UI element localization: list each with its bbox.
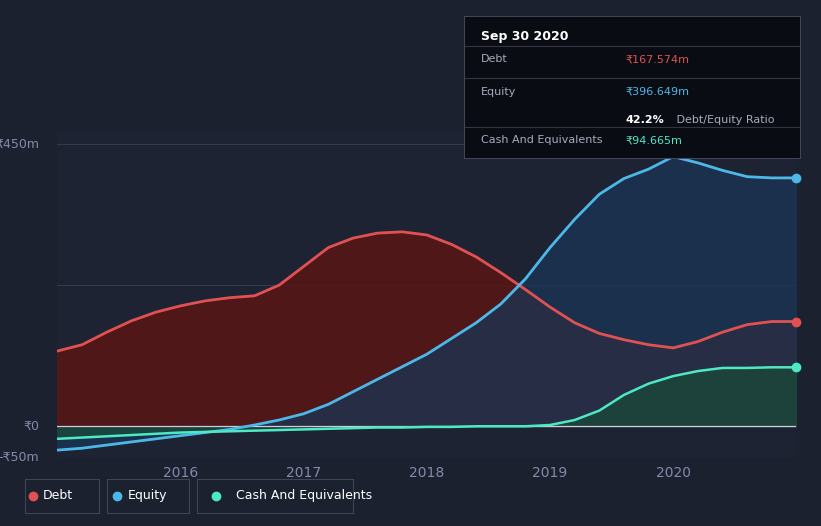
Text: ₹94.665m: ₹94.665m (626, 135, 682, 145)
Text: Sep 30 2020: Sep 30 2020 (481, 30, 568, 43)
Text: -₹50m: -₹50m (0, 451, 39, 464)
Text: Debt: Debt (44, 489, 73, 502)
Text: ₹167.574m: ₹167.574m (626, 54, 690, 64)
Text: Cash And Equivalents: Cash And Equivalents (481, 135, 602, 145)
Text: 42.2%: 42.2% (626, 115, 664, 125)
Text: Equity: Equity (481, 87, 516, 97)
Text: Debt/Equity Ratio: Debt/Equity Ratio (672, 115, 774, 125)
Text: Cash And Equivalents: Cash And Equivalents (236, 489, 372, 502)
Text: Debt: Debt (481, 54, 507, 64)
Text: ₹450m: ₹450m (0, 137, 39, 150)
Text: ₹396.649m: ₹396.649m (626, 87, 690, 97)
Text: Equity: Equity (127, 489, 167, 502)
Text: ₹0: ₹0 (23, 420, 39, 433)
